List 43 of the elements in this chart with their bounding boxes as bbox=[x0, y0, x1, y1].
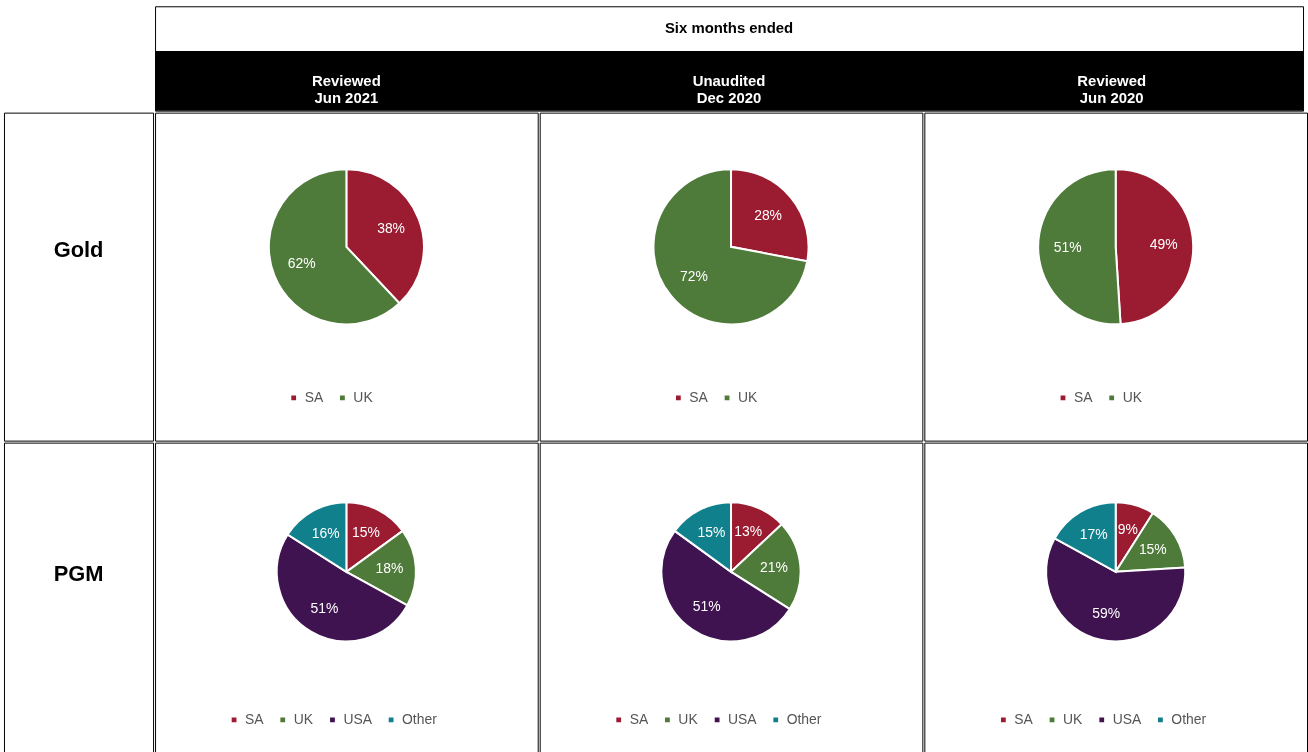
legend-label: UK bbox=[353, 388, 374, 405]
data-label: 15% bbox=[697, 524, 726, 541]
legend-label: SA bbox=[245, 710, 265, 727]
legend-label: SA bbox=[1073, 388, 1094, 405]
data-label: 51% bbox=[1053, 239, 1082, 256]
legend-label: Other bbox=[402, 710, 438, 727]
data-label: 21% bbox=[760, 558, 788, 575]
legend-label: UK bbox=[737, 388, 759, 405]
text: Gold bbox=[53, 237, 104, 263]
data-label: 16% bbox=[311, 525, 340, 541]
legend-label: USA bbox=[728, 710, 758, 727]
legend-label: UK bbox=[1122, 388, 1143, 405]
legend-label: SA bbox=[629, 710, 649, 727]
data-label: 18% bbox=[375, 560, 404, 577]
data-label: 59% bbox=[1092, 604, 1121, 621]
chart-title: Reviewed Jun 2020 bbox=[1077, 72, 1147, 106]
data-label: 62% bbox=[287, 255, 316, 272]
data-label: 51% bbox=[310, 599, 339, 616]
legend-label: Other bbox=[786, 710, 822, 727]
legend-label: UK bbox=[293, 710, 314, 727]
data-label: 49% bbox=[1149, 236, 1178, 253]
legend-label: SA bbox=[304, 388, 324, 405]
text: Six months ended bbox=[664, 20, 794, 37]
legend-label: Other bbox=[1171, 710, 1207, 727]
legend-label: UK bbox=[1063, 710, 1084, 727]
text: PGM bbox=[53, 561, 104, 587]
data-label: 15% bbox=[1138, 540, 1167, 557]
data-label: 28% bbox=[754, 207, 782, 224]
chart-title: Reviewed Jun 2021 bbox=[312, 72, 381, 106]
pie-slice bbox=[652, 168, 809, 326]
data-label: 38% bbox=[377, 220, 405, 237]
legend-label: SA bbox=[1014, 710, 1034, 727]
data-label: 13% bbox=[734, 523, 763, 540]
legend-label: SA bbox=[689, 388, 709, 405]
data-label: 17% bbox=[1079, 525, 1108, 542]
legend-label: USA bbox=[1112, 710, 1143, 727]
data-label: 9% bbox=[1117, 521, 1138, 538]
legend-label: USA bbox=[343, 710, 373, 727]
data-label: 51% bbox=[692, 598, 721, 615]
legend-label: UK bbox=[678, 710, 699, 727]
chart-title: Unaudited Dec 2020 bbox=[692, 72, 766, 106]
data-label: 72% bbox=[680, 268, 708, 285]
data-label: 15% bbox=[352, 524, 380, 541]
